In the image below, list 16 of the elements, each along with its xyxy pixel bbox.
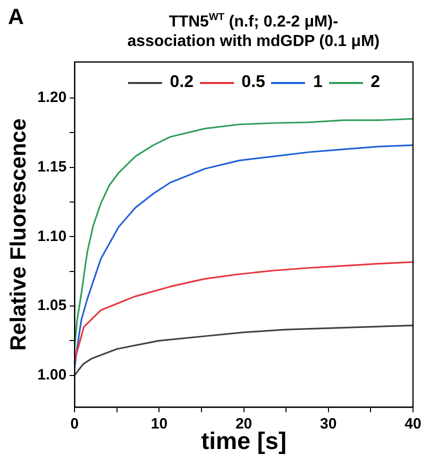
x-tick-label: 10	[150, 415, 168, 432]
legend-label: 2	[370, 72, 380, 92]
y-tick-label: 1.20	[37, 89, 67, 106]
y-tick-label: 1.00	[37, 366, 67, 384]
text: A	[8, 4, 24, 30]
legend-label: 1	[312, 72, 323, 92]
y-tick-label: 1.05	[37, 297, 67, 314]
y-tick-label: 1.15	[37, 158, 67, 176]
x-tick-label: 30	[320, 415, 337, 432]
x-tick-label: 0	[70, 415, 79, 432]
y-tick-label: 1.10	[37, 228, 67, 245]
y-axis-title: Relative Fluorescence	[5, 118, 30, 351]
legend-label: 0.2	[168, 72, 194, 92]
chart-title: TTN5$^{WT}$ (n.f; 0.2-2 μM)- association with mdGDP (0.1 μM)	[126, 11, 381, 52]
legend-label: 0.5	[240, 72, 266, 92]
x-tick-label: 40	[404, 415, 422, 432]
